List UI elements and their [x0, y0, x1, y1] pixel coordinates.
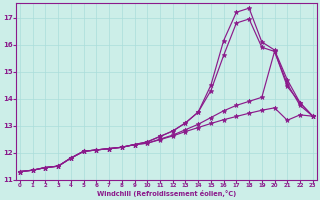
X-axis label: Windchill (Refroidissement éolien,°C): Windchill (Refroidissement éolien,°C)	[97, 190, 236, 197]
